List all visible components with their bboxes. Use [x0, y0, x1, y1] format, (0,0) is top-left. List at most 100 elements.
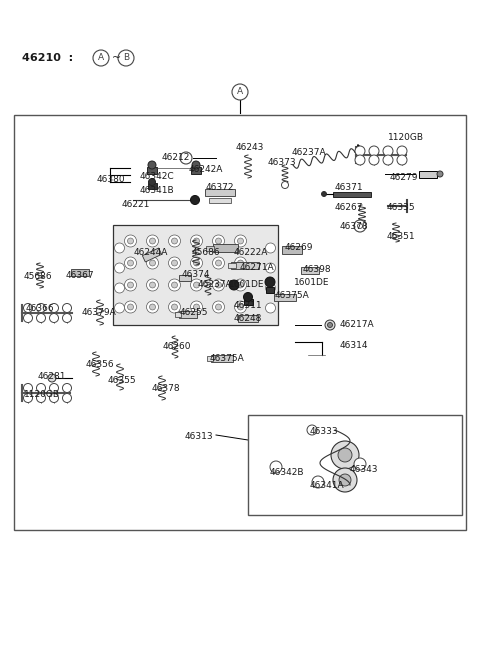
Circle shape	[369, 155, 379, 165]
Circle shape	[235, 301, 247, 313]
Text: 46343: 46343	[350, 465, 379, 474]
Circle shape	[338, 448, 352, 462]
Circle shape	[358, 223, 362, 229]
Text: 46271A: 46271A	[240, 263, 275, 272]
Circle shape	[270, 461, 282, 473]
Polygon shape	[209, 198, 231, 202]
Circle shape	[355, 155, 365, 165]
Polygon shape	[231, 261, 259, 269]
Text: 46374: 46374	[182, 270, 211, 279]
Polygon shape	[274, 293, 296, 301]
Text: 46380: 46380	[97, 175, 126, 184]
Polygon shape	[175, 312, 181, 316]
Circle shape	[93, 50, 109, 66]
Bar	[112, 225, 277, 325]
Text: 46335: 46335	[387, 203, 416, 212]
Circle shape	[171, 260, 178, 266]
Circle shape	[265, 263, 276, 273]
Polygon shape	[71, 269, 89, 276]
Circle shape	[168, 257, 180, 269]
Circle shape	[216, 238, 221, 244]
Circle shape	[437, 171, 443, 177]
Circle shape	[146, 235, 158, 247]
Circle shape	[62, 394, 72, 403]
Polygon shape	[238, 314, 258, 322]
Circle shape	[118, 50, 134, 66]
Text: 46244A: 46244A	[134, 248, 168, 257]
Circle shape	[115, 243, 124, 253]
Circle shape	[115, 283, 124, 293]
Circle shape	[36, 383, 46, 392]
Circle shape	[36, 314, 46, 322]
Polygon shape	[419, 170, 437, 178]
Circle shape	[354, 220, 366, 232]
Text: 46342C: 46342C	[140, 172, 175, 181]
Circle shape	[124, 301, 136, 313]
Polygon shape	[213, 244, 238, 252]
Text: 46243: 46243	[236, 143, 264, 152]
Text: 46217A: 46217A	[340, 320, 374, 329]
Bar	[248, 415, 462, 515]
Text: 46242A: 46242A	[189, 165, 223, 174]
Polygon shape	[179, 310, 197, 318]
Circle shape	[232, 84, 248, 100]
Text: 46341B: 46341B	[140, 186, 175, 195]
Polygon shape	[333, 191, 371, 196]
Circle shape	[49, 383, 59, 392]
Text: 46313: 46313	[185, 432, 214, 441]
Circle shape	[193, 304, 200, 310]
Text: 46398: 46398	[303, 265, 332, 274]
Circle shape	[191, 257, 203, 269]
Polygon shape	[147, 183, 156, 189]
Polygon shape	[282, 246, 302, 254]
Circle shape	[397, 146, 407, 156]
Polygon shape	[206, 246, 214, 250]
Circle shape	[168, 235, 180, 247]
Circle shape	[312, 476, 324, 488]
Text: 46281: 46281	[38, 372, 67, 381]
Circle shape	[124, 257, 136, 269]
Circle shape	[24, 394, 33, 403]
Circle shape	[191, 301, 203, 313]
Circle shape	[146, 257, 158, 269]
Circle shape	[171, 238, 178, 244]
Circle shape	[216, 304, 221, 310]
Circle shape	[124, 235, 136, 247]
Circle shape	[24, 303, 33, 312]
Polygon shape	[179, 275, 191, 281]
Circle shape	[213, 279, 225, 291]
Circle shape	[339, 474, 351, 486]
Circle shape	[216, 260, 221, 266]
Circle shape	[383, 155, 393, 165]
Circle shape	[128, 238, 133, 244]
Circle shape	[243, 293, 252, 301]
Polygon shape	[191, 166, 201, 174]
Circle shape	[235, 235, 247, 247]
Polygon shape	[147, 166, 157, 174]
Text: 46367: 46367	[66, 271, 95, 280]
Text: 45686: 45686	[192, 248, 221, 257]
Text: 46375A: 46375A	[210, 354, 245, 363]
Text: 1601DE: 1601DE	[229, 280, 264, 289]
Circle shape	[383, 146, 393, 156]
Text: 46378: 46378	[340, 222, 369, 231]
Circle shape	[149, 260, 156, 266]
Circle shape	[265, 243, 276, 253]
Circle shape	[62, 314, 72, 322]
Text: 46267: 46267	[335, 203, 363, 212]
Text: 46356: 46356	[86, 360, 115, 369]
Circle shape	[265, 283, 276, 293]
Circle shape	[180, 152, 192, 164]
Circle shape	[48, 374, 56, 382]
Circle shape	[213, 301, 225, 313]
Circle shape	[149, 304, 156, 310]
Circle shape	[24, 314, 33, 322]
Text: 46378: 46378	[152, 384, 180, 393]
Text: 46269: 46269	[285, 243, 313, 252]
Text: 45686: 45686	[24, 272, 53, 281]
Text: 46373: 46373	[268, 158, 297, 167]
Circle shape	[265, 303, 276, 313]
Circle shape	[49, 303, 59, 312]
Circle shape	[369, 146, 379, 156]
Circle shape	[397, 155, 407, 165]
